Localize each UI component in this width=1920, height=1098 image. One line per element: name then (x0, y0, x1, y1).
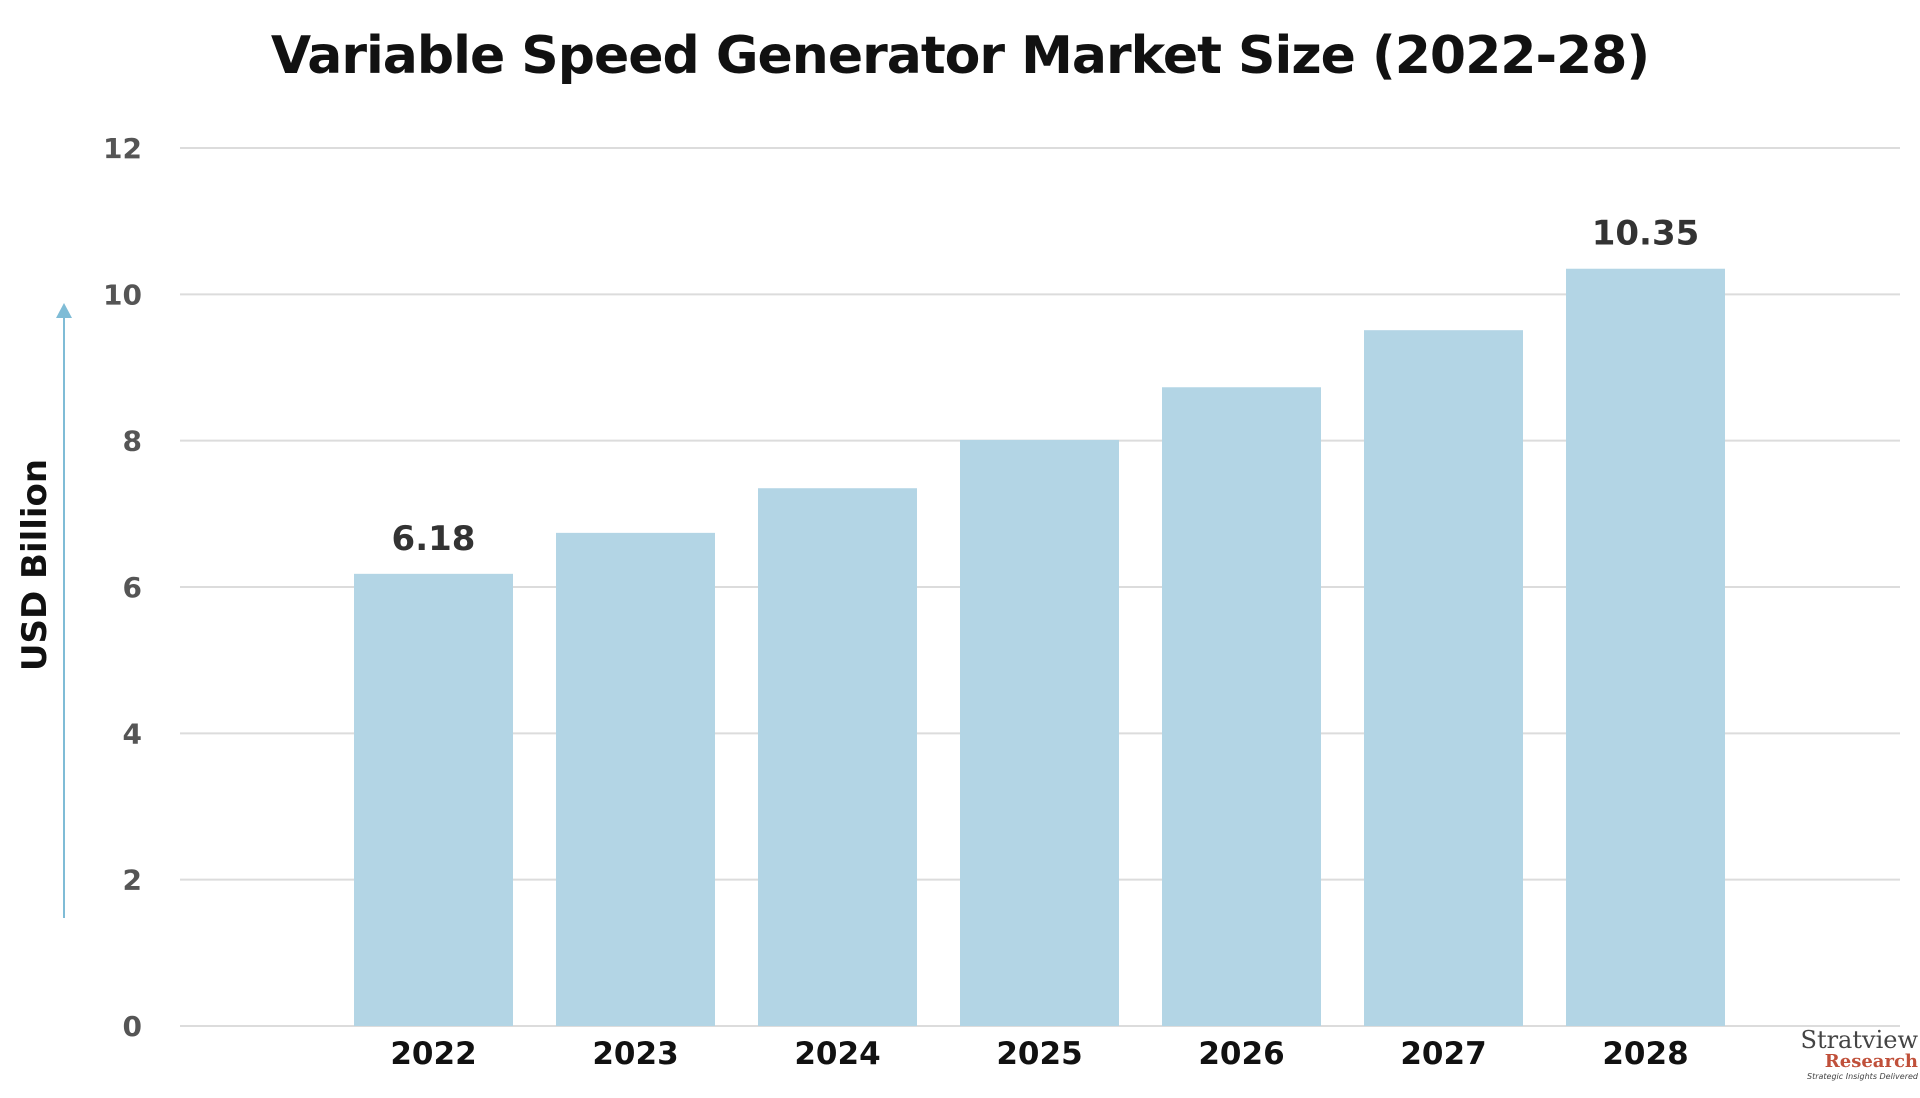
logo-name: Stratview (1800, 1026, 1919, 1054)
arrow-up-icon (56, 303, 72, 318)
data-label: 10.35 (1592, 214, 1700, 254)
x-tick-label: 2026 (1198, 1036, 1284, 1072)
bar-2023 (556, 532, 715, 1026)
y-tick-label: 2 (123, 864, 142, 897)
x-tick-label: 2022 (390, 1036, 476, 1072)
logo-sub: Research (1824, 1051, 1918, 1072)
logo-tagline: Strategic Insights Delivered (1807, 1072, 1918, 1081)
bar-2026 (1162, 387, 1321, 1026)
x-tick-label: 2023 (592, 1036, 678, 1072)
chart-title: Variable Speed Generator Market Size (20… (270, 26, 1650, 86)
y-tick-label: 6 (123, 571, 142, 604)
bar-2028 (1566, 268, 1725, 1027)
y-axis-label: USD Billion (15, 459, 55, 671)
y-tick-label: 12 (103, 132, 142, 165)
x-tick-label: 2027 (1400, 1036, 1486, 1072)
bar-2022 (354, 573, 513, 1026)
x-tick-label: 2025 (996, 1036, 1082, 1072)
y-tick-label: 4 (123, 717, 142, 750)
bar-2025 (960, 439, 1119, 1026)
y-tick-label: 8 (123, 425, 142, 458)
x-tick-label: 2024 (794, 1036, 880, 1072)
y-tick-label: 10 (103, 278, 142, 311)
data-label: 6.18 (392, 519, 476, 559)
bar-2027 (1364, 330, 1523, 1026)
x-tick-label: 2028 (1602, 1036, 1688, 1072)
y-tick-label: 0 (123, 1010, 142, 1043)
stratview-logo: Stratview Research Strategic Insights De… (1772, 1026, 1919, 1081)
bar-2024 (758, 488, 917, 1027)
